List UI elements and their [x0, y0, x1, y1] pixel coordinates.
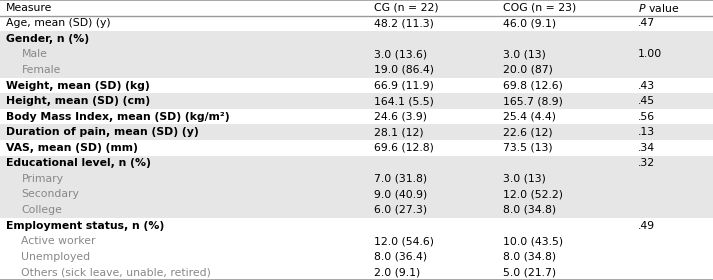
Text: VAS, mean (SD) (mm): VAS, mean (SD) (mm) — [6, 143, 138, 153]
Text: 28.1 (12): 28.1 (12) — [374, 127, 424, 137]
Text: Male: Male — [21, 50, 47, 59]
Text: College: College — [21, 205, 62, 215]
Bar — [0, 93, 713, 109]
Bar — [0, 202, 713, 218]
Bar — [0, 16, 713, 31]
Bar — [0, 78, 713, 93]
Text: 9.0 (40.9): 9.0 (40.9) — [374, 190, 428, 199]
Text: $\it{P}$ value: $\it{P}$ value — [638, 2, 679, 14]
Text: .49: .49 — [638, 221, 655, 230]
Text: 3.0 (13): 3.0 (13) — [503, 50, 545, 59]
Bar — [0, 249, 713, 264]
Text: 66.9 (11.9): 66.9 (11.9) — [374, 81, 434, 90]
Text: Educational level, n (%): Educational level, n (%) — [6, 158, 150, 168]
Text: 69.6 (12.8): 69.6 (12.8) — [374, 143, 434, 153]
Text: Female: Female — [21, 65, 61, 75]
Text: .47: .47 — [638, 18, 655, 28]
Text: 25.4 (4.4): 25.4 (4.4) — [503, 112, 555, 122]
Text: .43: .43 — [638, 81, 655, 90]
Text: .13: .13 — [638, 127, 655, 137]
Bar — [0, 156, 713, 171]
Text: .34: .34 — [638, 143, 655, 153]
Text: Weight, mean (SD) (kg): Weight, mean (SD) (kg) — [6, 81, 150, 90]
Bar — [0, 109, 713, 124]
Text: 22.6 (12): 22.6 (12) — [503, 127, 553, 137]
Bar — [0, 171, 713, 187]
Bar — [0, 218, 713, 233]
Text: 24.6 (3.9): 24.6 (3.9) — [374, 112, 427, 122]
Text: Secondary: Secondary — [21, 190, 79, 199]
Text: 10.0 (43.5): 10.0 (43.5) — [503, 236, 563, 246]
Text: Active worker: Active worker — [21, 236, 96, 246]
Text: 8.0 (34.8): 8.0 (34.8) — [503, 252, 556, 262]
Text: 19.0 (86.4): 19.0 (86.4) — [374, 65, 434, 75]
Text: .56: .56 — [638, 112, 655, 122]
Text: 46.0 (9.1): 46.0 (9.1) — [503, 18, 556, 28]
Bar — [0, 140, 713, 156]
Text: 20.0 (87): 20.0 (87) — [503, 65, 553, 75]
Text: .32: .32 — [638, 158, 655, 168]
Text: .45: .45 — [638, 96, 655, 106]
Text: 73.5 (13): 73.5 (13) — [503, 143, 553, 153]
Text: Employment status, n (%): Employment status, n (%) — [6, 221, 164, 230]
Text: 3.0 (13): 3.0 (13) — [503, 174, 545, 184]
Text: 1.00: 1.00 — [638, 50, 662, 59]
Text: 165.7 (8.9): 165.7 (8.9) — [503, 96, 563, 106]
Bar — [0, 124, 713, 140]
Bar — [0, 31, 713, 47]
Bar — [0, 0, 713, 16]
Text: 48.2 (11.3): 48.2 (11.3) — [374, 18, 434, 28]
Text: Primary: Primary — [21, 174, 63, 184]
Text: 2.0 (9.1): 2.0 (9.1) — [374, 267, 421, 277]
Bar — [0, 187, 713, 202]
Text: COG (n = 23): COG (n = 23) — [503, 3, 576, 13]
Text: Measure: Measure — [6, 3, 52, 13]
Text: Others (sick leave, unable, retired): Others (sick leave, unable, retired) — [21, 267, 211, 277]
Text: Duration of pain, mean (SD) (y): Duration of pain, mean (SD) (y) — [6, 127, 198, 137]
Text: 69.8 (12.6): 69.8 (12.6) — [503, 81, 563, 90]
Bar — [0, 47, 713, 62]
Text: CG (n = 22): CG (n = 22) — [374, 3, 439, 13]
Bar — [0, 62, 713, 78]
Text: 8.0 (34.8): 8.0 (34.8) — [503, 205, 556, 215]
Text: 8.0 (36.4): 8.0 (36.4) — [374, 252, 428, 262]
Bar — [0, 264, 713, 280]
Text: Body Mass Index, mean (SD) (kg/m²): Body Mass Index, mean (SD) (kg/m²) — [6, 112, 230, 122]
Text: 7.0 (31.8): 7.0 (31.8) — [374, 174, 428, 184]
Bar — [0, 233, 713, 249]
Text: Gender, n (%): Gender, n (%) — [6, 34, 89, 44]
Text: 164.1 (5.5): 164.1 (5.5) — [374, 96, 434, 106]
Text: Height, mean (SD) (cm): Height, mean (SD) (cm) — [6, 96, 150, 106]
Text: 3.0 (13.6): 3.0 (13.6) — [374, 50, 428, 59]
Text: 12.0 (52.2): 12.0 (52.2) — [503, 190, 563, 199]
Text: Age, mean (SD) (y): Age, mean (SD) (y) — [6, 18, 111, 28]
Text: 12.0 (54.6): 12.0 (54.6) — [374, 236, 434, 246]
Text: Unemployed: Unemployed — [21, 252, 91, 262]
Text: 5.0 (21.7): 5.0 (21.7) — [503, 267, 556, 277]
Text: 6.0 (27.3): 6.0 (27.3) — [374, 205, 428, 215]
